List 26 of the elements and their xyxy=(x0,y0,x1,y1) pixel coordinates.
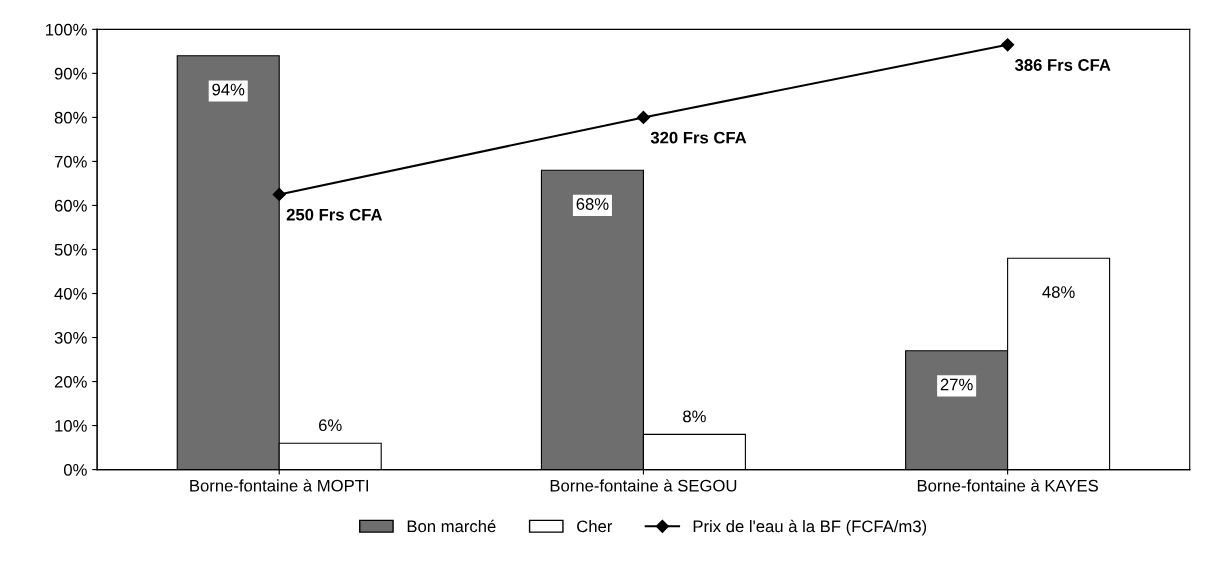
data-label: 94% xyxy=(212,83,245,96)
y-tick-label: 80% xyxy=(54,111,87,124)
y-tick-label: 10% xyxy=(55,419,87,432)
data-label: 68% xyxy=(576,198,609,210)
x-tick-label: Borne-fontaine à MOPTI xyxy=(190,479,369,492)
data-label: 250 Frs CFA xyxy=(286,208,383,221)
data-label: 386 Frs CFA xyxy=(1014,59,1111,71)
y-tick-label: 50% xyxy=(54,243,87,256)
y-tick-label: 60% xyxy=(54,199,87,212)
data-label: 8% xyxy=(683,410,706,423)
y-tick-label: 20% xyxy=(54,375,87,388)
y-tick-label: 100% xyxy=(46,23,87,36)
y-tick-label: 40% xyxy=(54,287,87,300)
x-tick-label: Borne-fontaine à KAYES xyxy=(917,479,1098,492)
y-tick-label: 0% xyxy=(63,464,87,476)
data-label: 27% xyxy=(940,378,973,391)
legend-label: Bon marché xyxy=(407,519,496,533)
legend-label: Cher xyxy=(577,520,613,533)
data-label: 6% xyxy=(319,419,342,432)
y-tick-label: 90% xyxy=(54,67,87,80)
data-label: 48% xyxy=(1042,286,1075,298)
y-tick-label: 70% xyxy=(54,155,87,168)
x-tick-label: Borne-fontaine à SEGOU xyxy=(550,479,737,492)
data-label: 320 Frs CFA xyxy=(650,131,747,144)
y-tick-label: 30% xyxy=(54,331,87,344)
legend-label: Prix de l'eau à la BF (FCFA/m3) xyxy=(693,519,927,536)
